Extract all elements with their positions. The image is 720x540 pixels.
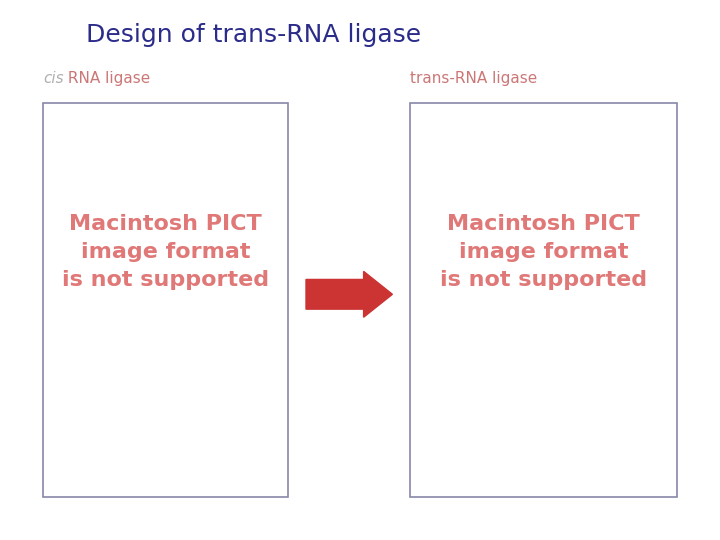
Bar: [43, 103, 288, 497]
Text: trans-RNA ligase: trans-RNA ligase: [410, 71, 538, 86]
Text: Design of trans-RNA ligase: Design of trans-RNA ligase: [86, 23, 421, 47]
Text: Macintosh PICT
image format
is not supported: Macintosh PICT image format is not suppo…: [440, 214, 647, 291]
Text: RNA ligase: RNA ligase: [63, 71, 150, 86]
Text: Macintosh PICT
image format
is not supported: Macintosh PICT image format is not suppo…: [62, 214, 269, 291]
Text: cis: cis: [43, 71, 64, 86]
FancyArrow shape: [306, 271, 392, 317]
Bar: [410, 103, 677, 497]
